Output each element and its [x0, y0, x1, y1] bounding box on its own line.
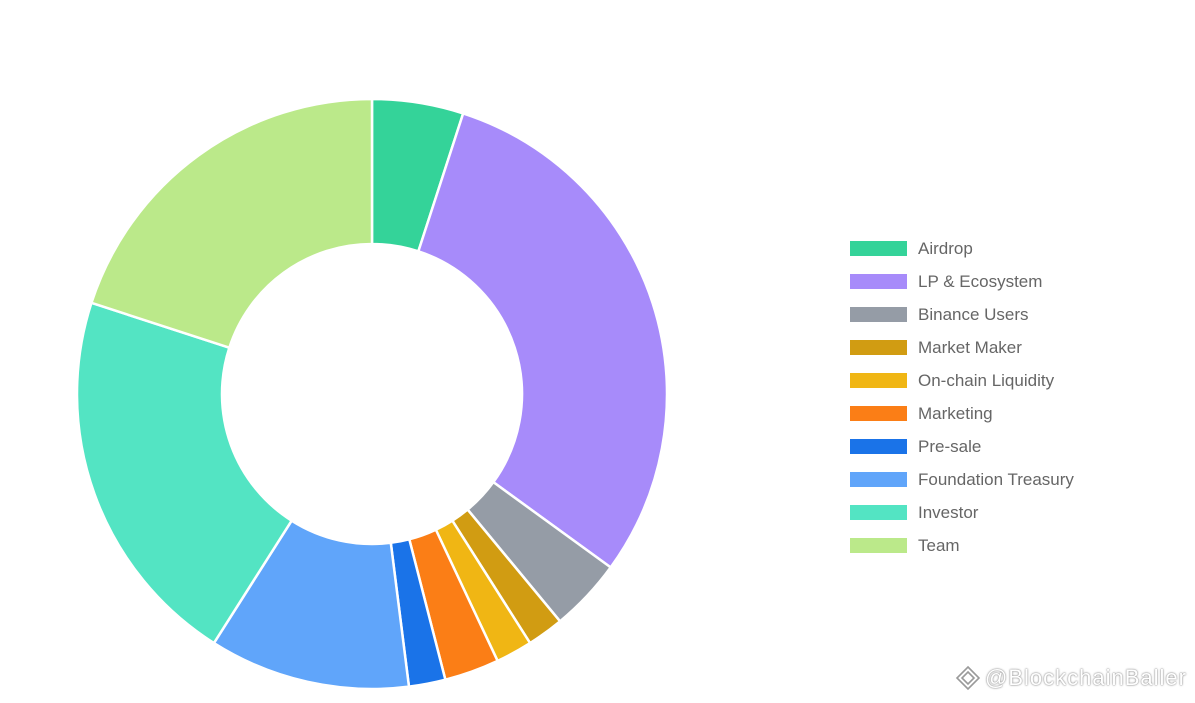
slice-team[interactable]	[90, 97, 374, 349]
legend-swatch	[850, 274, 907, 289]
legend-label: Binance Users	[918, 304, 1029, 324]
legend-swatch	[850, 538, 907, 553]
slice-investor[interactable]	[75, 301, 293, 645]
chart-legend: Airdrop LP & Ecosystem Binance Users Market…	[850, 232, 1074, 562]
legend-item-market-maker[interactable]: Market Maker	[850, 331, 1074, 364]
legend-label: Airdrop	[918, 238, 973, 258]
legend-swatch	[850, 439, 907, 454]
watermark: @BlockchainBaller	[955, 665, 1187, 691]
legend-label: Team	[918, 535, 960, 555]
legend-swatch	[850, 472, 907, 487]
legend-label: LP & Ecosystem	[918, 271, 1043, 291]
legend-item-marketing[interactable]: Marketing	[850, 397, 1074, 430]
legend-swatch	[850, 505, 907, 520]
legend-item-on-chain-liquidity[interactable]: On-chain Liquidity	[850, 364, 1074, 397]
legend-swatch	[850, 307, 907, 322]
legend-label: Foundation Treasury	[918, 469, 1074, 489]
donut-slices	[75, 97, 669, 691]
legend-swatch	[850, 406, 907, 421]
legend-swatch	[850, 373, 907, 388]
legend-item-foundation-treasury[interactable]: Foundation Treasury	[850, 463, 1074, 496]
legend-swatch	[850, 340, 907, 355]
legend-label: Investor	[918, 502, 979, 522]
legend-item-team[interactable]: Team	[850, 529, 1074, 562]
legend-item-binance-users[interactable]: Binance Users	[850, 298, 1074, 331]
legend-item-lp-and-ecosystem[interactable]: LP & Ecosystem	[850, 265, 1074, 298]
legend-item-investor[interactable]: Investor	[850, 496, 1074, 529]
legend-item-airdrop[interactable]: Airdrop	[850, 232, 1074, 265]
legend-item-pre-sale[interactable]: Pre-sale	[850, 430, 1074, 463]
slice-lp-and-ecosystem[interactable]	[417, 112, 669, 569]
legend-label: Market Maker	[918, 337, 1022, 357]
diamond-logo-icon	[955, 665, 981, 691]
legend-label: Marketing	[918, 403, 993, 423]
legend-label: On-chain Liquidity	[918, 370, 1055, 390]
legend-label: Pre-sale	[918, 436, 982, 456]
legend-swatch	[850, 241, 907, 256]
watermark-text: @BlockchainBaller	[985, 665, 1187, 690]
